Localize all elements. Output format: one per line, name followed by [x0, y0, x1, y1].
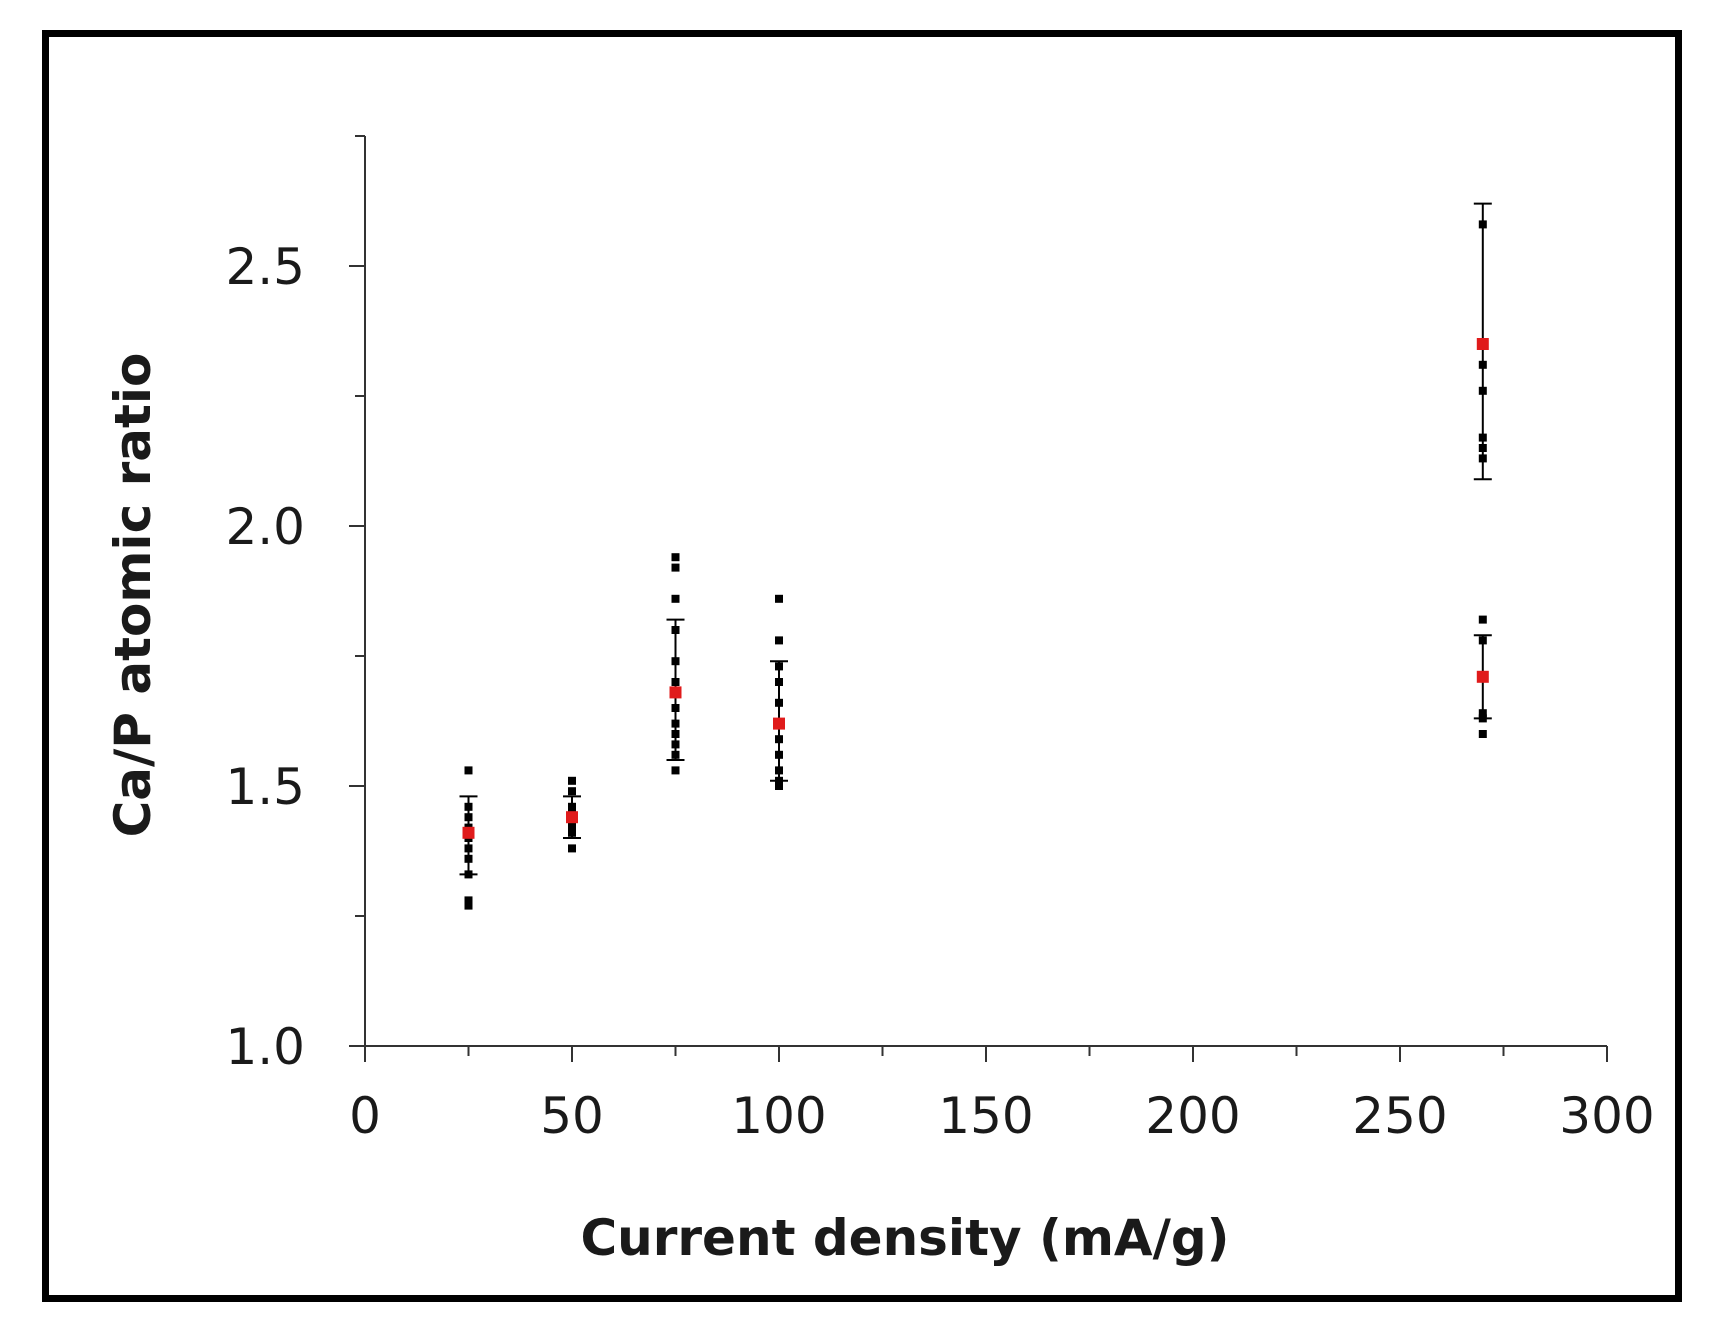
data-point	[775, 698, 783, 707]
data-point	[671, 750, 680, 759]
data-point	[1478, 615, 1487, 624]
mean-point	[566, 811, 578, 824]
data-point	[1478, 636, 1487, 645]
data-point	[568, 787, 576, 796]
mean-points	[462, 338, 1489, 839]
data-point	[464, 813, 473, 822]
data-point	[464, 896, 473, 905]
x-tick-label: 200	[1145, 1087, 1240, 1145]
data-point	[775, 782, 783, 790]
data-points	[464, 220, 1487, 910]
data-point	[775, 766, 783, 775]
data-point	[671, 730, 680, 738]
data-point	[568, 823, 576, 832]
data-point	[671, 678, 680, 686]
x-tick-label: 50	[540, 1087, 604, 1145]
data-point	[464, 870, 473, 879]
data-point	[775, 750, 783, 759]
data-point	[775, 594, 783, 603]
y-tick-label: 1.0	[225, 1018, 305, 1076]
data-point	[464, 844, 473, 853]
axes	[364, 136, 1607, 1047]
mean-point	[1476, 670, 1489, 683]
x-tick-label: 300	[1559, 1087, 1654, 1145]
data-point	[671, 626, 680, 634]
data-point	[671, 594, 680, 603]
x-tick-label: 250	[1352, 1087, 1447, 1145]
data-point	[775, 636, 783, 645]
data-point	[775, 776, 783, 785]
data-point	[671, 740, 680, 749]
data-point	[464, 802, 473, 811]
data-point	[1478, 714, 1487, 723]
data-point	[671, 704, 680, 712]
data-point	[1478, 709, 1487, 718]
data-point	[775, 678, 783, 686]
data-point	[568, 828, 576, 837]
data-point	[568, 776, 576, 785]
data-point	[1478, 730, 1487, 738]
y-tick-label: 2.5	[225, 238, 305, 296]
y-tick-label: 1.5	[225, 758, 305, 816]
data-point	[1478, 360, 1487, 369]
x-tick-label: 100	[731, 1087, 826, 1145]
mean-point	[462, 826, 475, 839]
data-point	[775, 735, 783, 744]
x-axis-title: Current density (mA/g)	[580, 1209, 1229, 1267]
data-point	[671, 657, 680, 666]
data-point	[464, 901, 473, 910]
data-point	[671, 719, 680, 728]
data-point	[671, 766, 680, 775]
data-point	[1478, 433, 1487, 442]
data-point	[568, 802, 576, 811]
mean-point	[669, 686, 682, 699]
data-point	[1478, 454, 1487, 463]
y-axis-title: Ca/P atomic ratio	[104, 353, 162, 838]
x-tick-label: 0	[349, 1087, 381, 1145]
error-bars	[459, 202, 1492, 876]
y-tick-label: 2.0	[225, 498, 305, 556]
ticks: 0 50 100 150 200 250 300 1.0 1.5 2.0 2.5	[225, 135, 1655, 1145]
mean-point	[773, 717, 785, 730]
data-point	[671, 553, 680, 562]
data-point	[671, 563, 680, 572]
mean-point	[1476, 338, 1489, 350]
data-point	[1478, 444, 1487, 452]
data-point	[1478, 386, 1487, 395]
data-point	[568, 844, 576, 853]
figure-frame	[42, 30, 1682, 1302]
data-point	[1478, 220, 1487, 229]
data-point	[775, 662, 783, 671]
data-point	[464, 854, 473, 863]
x-tick-label: 150	[938, 1087, 1033, 1145]
data-point	[464, 766, 473, 775]
